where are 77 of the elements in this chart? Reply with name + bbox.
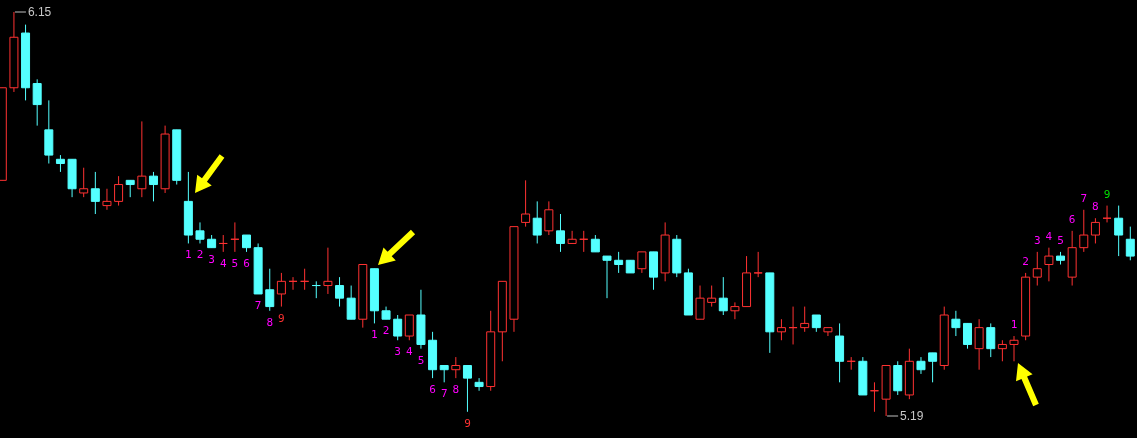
- candlestick: [614, 251, 624, 274]
- text: 3: [394, 345, 401, 359]
- candlestick: [346, 285, 356, 320]
- annotation: 6.15: [27, 5, 52, 19]
- candlestick: [114, 175, 124, 207]
- candlestick: [753, 251, 763, 278]
- candlestick: [567, 230, 577, 244]
- text: 6: [429, 383, 436, 397]
- candlestick: [1079, 209, 1089, 253]
- text: 1: [185, 248, 192, 262]
- candlestick: [1114, 205, 1124, 257]
- text: 7: [254, 298, 262, 312]
- text: 8: [452, 383, 460, 397]
- candlestick: [718, 276, 728, 316]
- annotation: 5.19: [900, 409, 924, 423]
- candlestick: [1009, 335, 1019, 362]
- text: 7: [440, 387, 448, 401]
- candlestick: [1090, 217, 1100, 244]
- text: 4: [406, 345, 413, 359]
- text: 1: [371, 328, 378, 342]
- candlestick: [323, 247, 333, 295]
- text: 4: [219, 256, 227, 270]
- candlestick: [1032, 251, 1042, 287]
- candlestick: [474, 377, 484, 392]
- candlestick: [963, 322, 972, 350]
- candlestick: [462, 365, 472, 413]
- candlestick: [730, 301, 740, 320]
- candlestick: [195, 221, 205, 244]
- text: 3: [208, 252, 215, 266]
- candlestick: [32, 78, 42, 127]
- candlestick: [637, 251, 647, 274]
- candlestick: [148, 171, 158, 202]
- text: 5: [231, 256, 239, 270]
- text: 6: [1068, 212, 1076, 226]
- text: 2: [196, 248, 204, 262]
- text: 2: [1022, 254, 1029, 268]
- candlestick: [90, 171, 100, 215]
- candlestick: [776, 318, 786, 341]
- candlestick: [532, 200, 542, 244]
- text: 5: [417, 353, 425, 367]
- text: 5: [1057, 233, 1064, 247]
- candlestick: [695, 285, 705, 320]
- candlestick: [800, 306, 810, 333]
- candlestick: [602, 255, 612, 299]
- text: 9: [464, 416, 471, 430]
- text: 1: [1010, 318, 1018, 332]
- candlestick: [137, 120, 147, 198]
- text: 3: [1033, 233, 1041, 247]
- candlestick: [823, 327, 833, 337]
- candlestick: [265, 268, 275, 312]
- candlestick: [276, 272, 286, 308]
- candlestick: [1125, 226, 1135, 261]
- text: 9: [278, 311, 285, 325]
- candlestick: [974, 318, 984, 371]
- text: 7: [1080, 191, 1088, 205]
- text: 4: [1045, 229, 1053, 243]
- candlestick: [1044, 247, 1054, 282]
- text: 8: [1092, 200, 1099, 214]
- candlestick: [951, 310, 961, 337]
- candlestick: [102, 188, 112, 211]
- candlestick: [79, 167, 89, 198]
- candlestick: [335, 276, 345, 308]
- candlestick: [986, 322, 996, 358]
- candlestick: [928, 352, 938, 383]
- candlestick: [555, 213, 565, 253]
- candlestick: [707, 285, 717, 308]
- text: 2: [382, 324, 390, 338]
- candlestick: [544, 200, 554, 236]
- text: 8: [266, 315, 274, 329]
- candlestick: [393, 314, 403, 341]
- candlestick: [451, 356, 461, 379]
- text: 9: [1103, 187, 1111, 201]
- candlestick: [916, 356, 926, 375]
- candlestick: [404, 314, 414, 341]
- text: 6: [243, 256, 250, 270]
- candlestick: [997, 339, 1007, 362]
- candlestick: [521, 179, 531, 228]
